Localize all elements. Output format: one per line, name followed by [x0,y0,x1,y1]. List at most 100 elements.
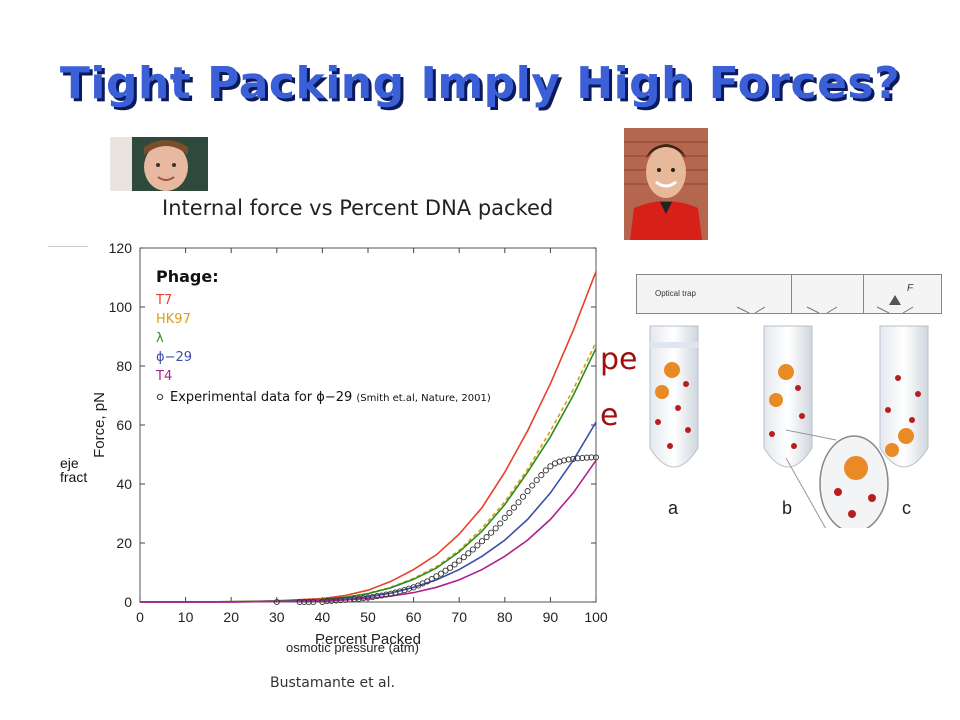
experimental-point [351,596,358,603]
experimental-point [424,578,431,585]
experimental-point [442,567,449,574]
experimental-point [437,570,445,577]
x-tick-label: 10 [178,609,194,625]
experimental-point [478,538,486,545]
x-tick-label: 80 [497,609,513,625]
experimental-point [515,499,522,506]
force-chart: Internal force vs Percent DNA packed 0 10… [86,192,626,652]
osmotic-pressure-fragment: osmotic pressure (atm) [286,640,419,655]
force-chart-svg: 0 10 20 30 40 50 60 70 80 90 100 0 20 40 60 80 100 120 Per… [91,240,608,648]
experimental-point [469,546,476,553]
experimental-point [474,542,481,549]
x-tick-label: 40 [315,609,331,625]
y-tick-label: 40 [116,476,132,492]
experimental-point [296,598,303,606]
experimental-point [323,598,331,605]
red-text-fragment-1: pe [600,342,638,377]
experimental-point [355,595,362,602]
legend-entry-1: HK97 [156,312,191,327]
panel-divider [791,275,792,313]
experimental-point [547,463,554,470]
experimental-point [570,455,577,462]
experimental-point [378,592,385,599]
experimental-point [565,456,572,463]
force-arrow-icon [889,295,901,305]
experimental-point [519,493,527,500]
experimental-point [374,593,381,600]
experimental-point [510,504,517,511]
x-tick-label: 60 [406,609,422,625]
experimental-point [328,597,335,604]
experimental-point [433,573,440,580]
experimental-point [524,488,531,495]
legend-title: Phage: [156,267,219,286]
experimental-point [465,550,472,557]
experimental-point [492,525,499,532]
experimental-point [542,467,549,474]
experimental-point [497,520,504,527]
force-symbol: F [907,283,914,294]
person-photo-icon [624,128,708,240]
legend-entry-experimental: Experimental data for ϕ−29 (Smith et.al,… [170,390,491,405]
experimental-point [360,595,367,602]
y-tick-label: 80 [116,358,132,374]
experimental-point [428,575,435,583]
experimental-point [342,596,349,603]
experimental-point [561,457,568,464]
experimental-point [273,598,280,606]
x-tick-label: 20 [223,609,239,625]
legend-entry-2: λ [156,331,164,346]
plot-area [139,247,597,603]
experimental-point [529,482,536,489]
experimental-point [392,589,399,596]
x-tick-label: 70 [451,609,467,625]
red-text-fragment-2: e [600,398,619,433]
separator-line [48,246,88,247]
y-tick-label: 120 [109,240,133,256]
y-tick-label: 60 [116,417,132,433]
tube-label-b: b [782,498,793,518]
trap-diagram-icon: F [736,283,914,313]
chart-title: Internal force vs Percent DNA packed [162,196,554,220]
experimental-point [583,454,590,461]
legend-marker-experimental [156,393,164,401]
y-tick-label: 0 [124,594,132,610]
experimental-point [447,564,454,571]
legend-entry-4: T4 [155,369,172,384]
ejection-fraction-fragment: eje fract [60,455,88,485]
legend-entry-3: ϕ−29 [156,350,192,365]
experimental-point [310,598,317,606]
series-line-4 [140,459,597,603]
experimental-point [533,477,540,484]
optical-trap-label: Optical trap [655,289,696,298]
slide-title: Tight Packing Imply High Forces? [59,58,901,109]
person-photo-icon [110,137,208,191]
credit-text: Bustamante et al. [270,675,395,691]
x-axis-label: Percent Packed [315,631,421,648]
y-tick-label: 20 [116,535,132,551]
experimental-point [460,554,467,561]
experimental-point [538,472,545,479]
experimental-point [364,594,372,601]
experimental-point [369,593,376,601]
optical-trap-panel: Optical trap F [636,274,942,314]
experimental-point [588,454,595,461]
experimental-point [574,455,581,462]
x-tick-label: 100 [584,609,608,625]
tube-label-a: a [668,498,679,518]
experimental-point [451,561,458,568]
y-tick-label: 100 [109,299,133,315]
experimental-point [333,597,340,604]
tube-label-c: c [902,498,911,518]
experimental-point [301,598,308,606]
test-tube-icon [649,325,929,537]
experimental-point [346,596,353,603]
experimental-point [456,557,463,564]
legend-citation: (Smith et.al, Nature, 2001) [356,393,490,404]
experimental-point [319,598,326,606]
x-tick-label: 50 [360,609,376,625]
researcher-photo-left [110,137,208,191]
x-tick-label: 30 [269,609,285,625]
experimental-point [305,598,312,606]
y-axis-label: Force, pN [91,392,108,458]
